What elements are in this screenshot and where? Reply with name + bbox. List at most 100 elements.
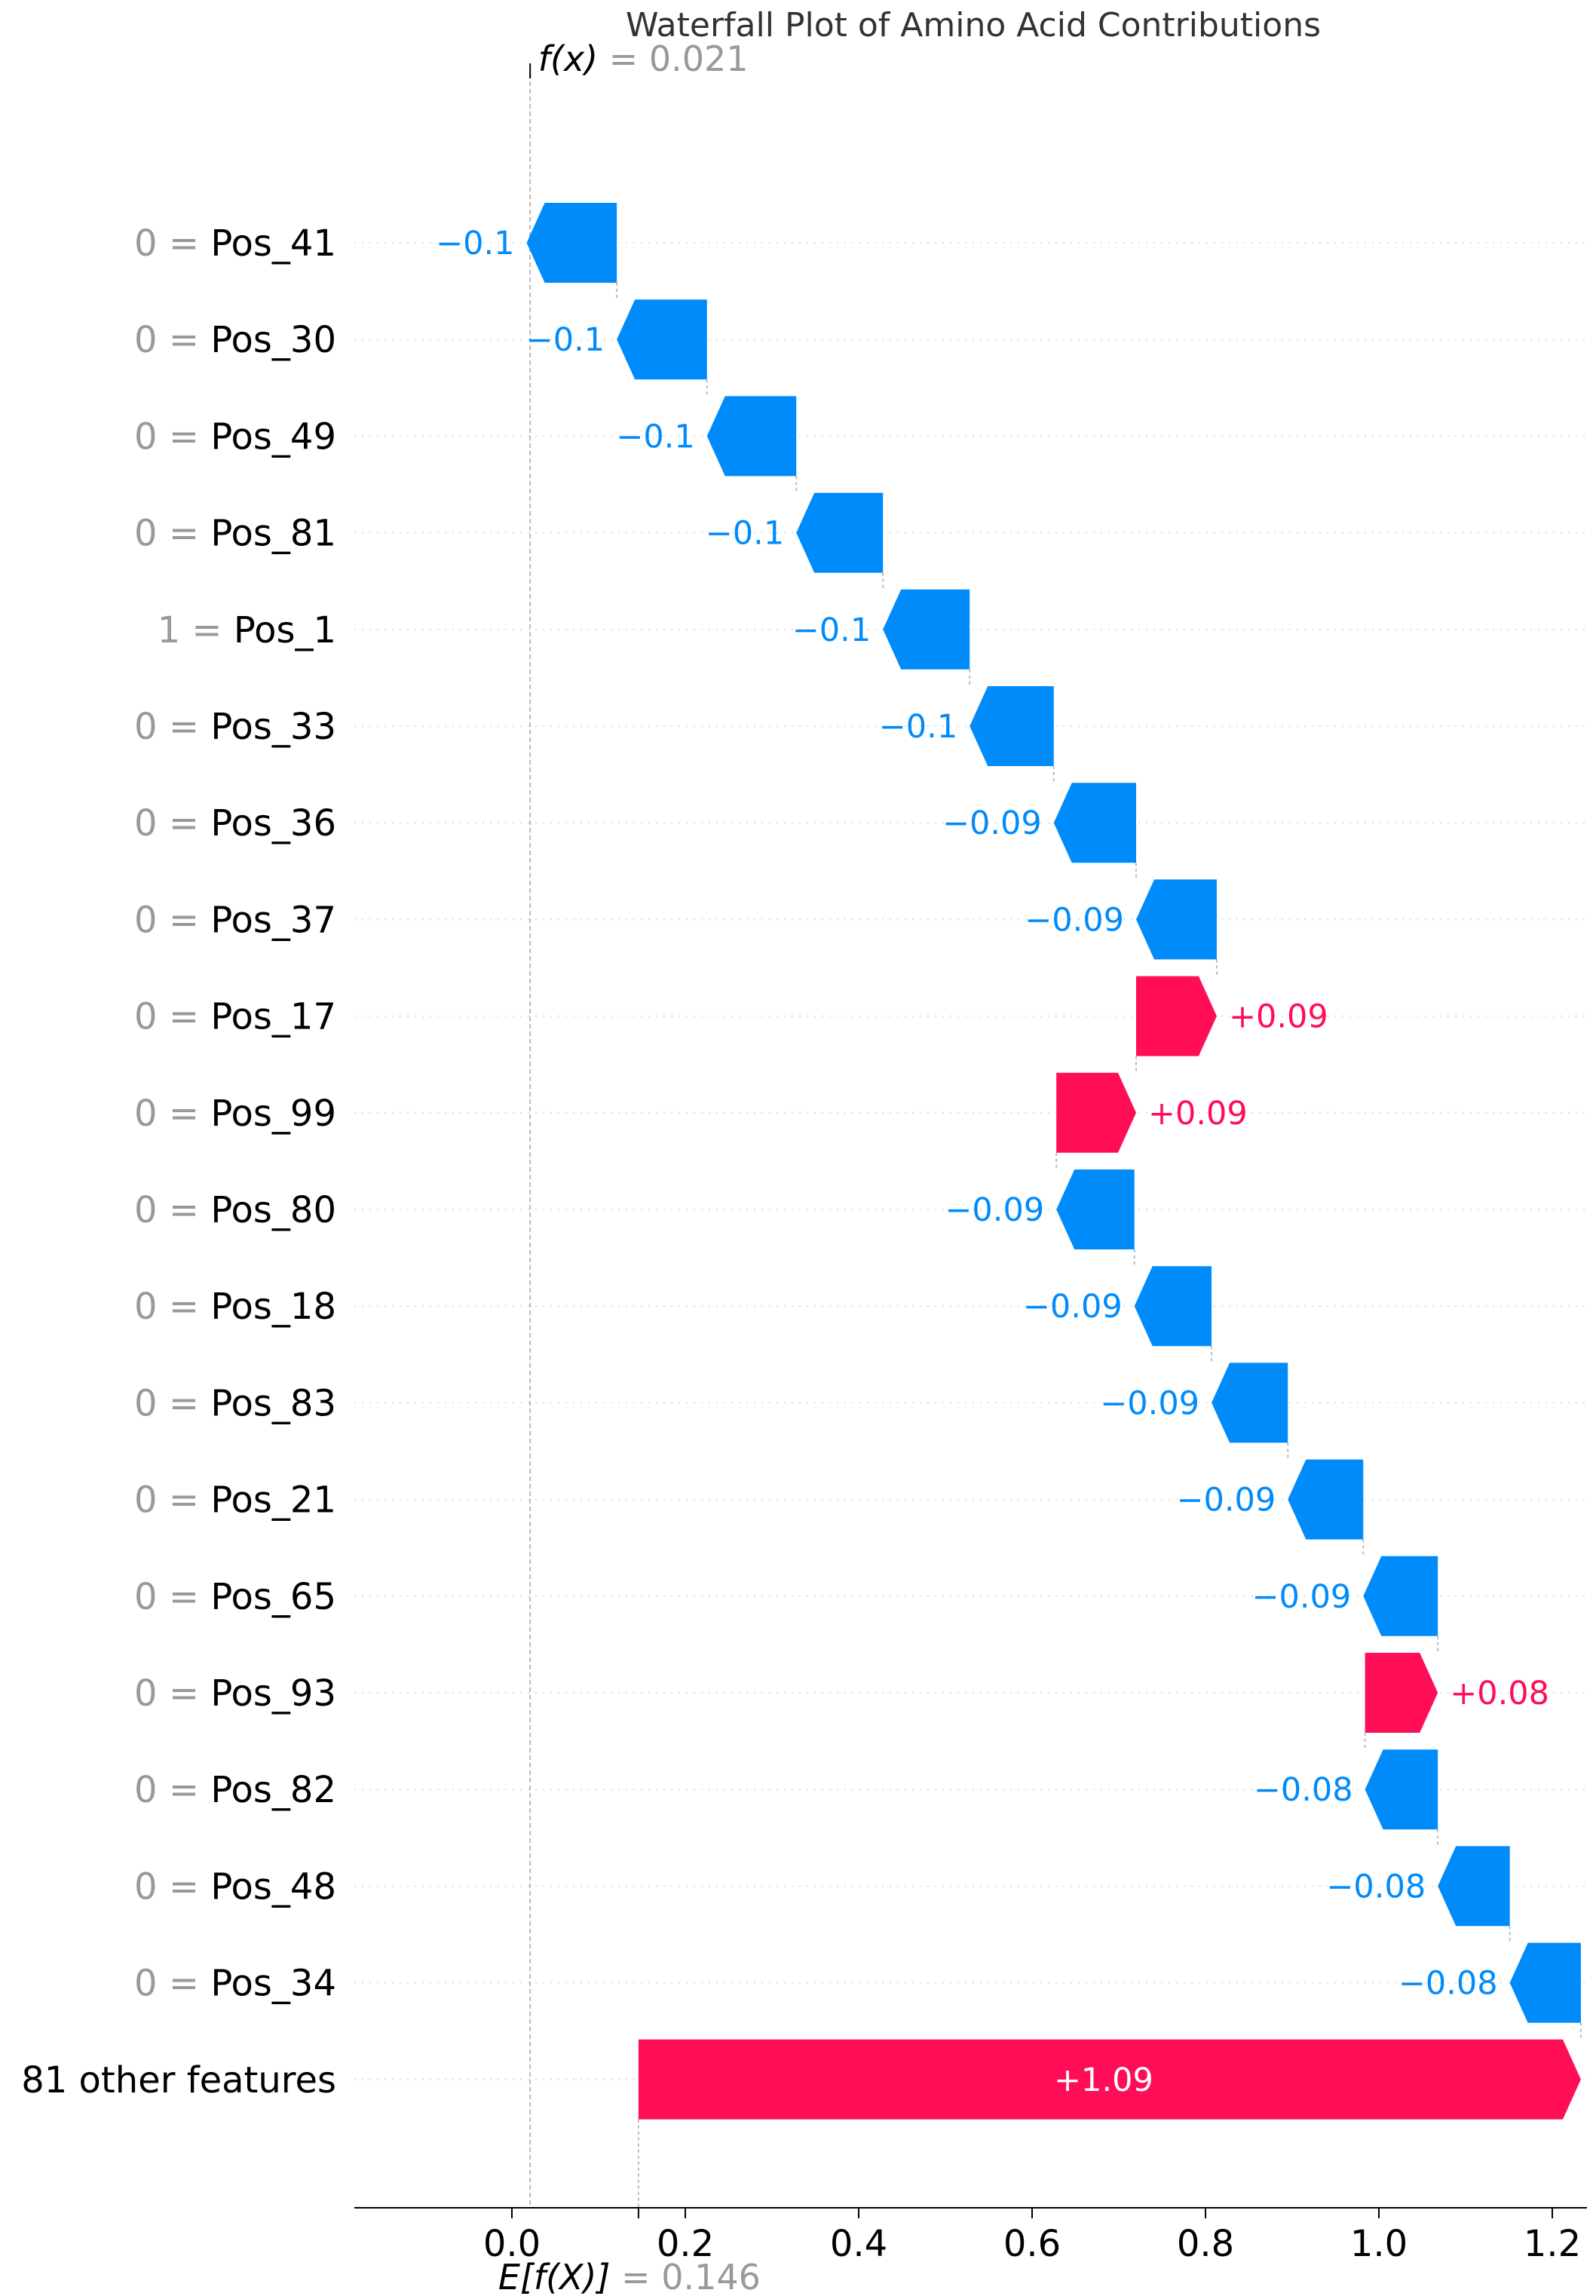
fx-value: = 0.021 bbox=[598, 38, 748, 79]
fx-annotation: f(x) = 0.021 bbox=[538, 38, 749, 79]
feature-value: 0 = bbox=[134, 802, 210, 845]
bar-pos_65 bbox=[1363, 1556, 1438, 1636]
annotations: f(x) = 0.021 E[f(X)] = 0.146 bbox=[498, 38, 761, 2296]
base-annotation: E[f(X)] = 0.146 bbox=[498, 2257, 761, 2296]
bar-pos_21 bbox=[1288, 1459, 1364, 1540]
feature-name: Pos_33 bbox=[210, 706, 336, 748]
feature-value: 0 = bbox=[134, 319, 210, 361]
feature-name: Pos_93 bbox=[210, 1672, 336, 1715]
feature-label: 0 = Pos_33 bbox=[134, 706, 336, 748]
bar-pos_99 bbox=[1056, 1072, 1136, 1153]
feature-name: Pos_21 bbox=[210, 1479, 336, 1522]
feature-label: 0 = Pos_37 bbox=[134, 899, 336, 941]
feature-labels: 0 = Pos_410 = Pos_300 = Pos_490 = Pos_81… bbox=[21, 222, 336, 2101]
feature-label: 81 other features bbox=[21, 2059, 336, 2101]
bar-pos_81 bbox=[796, 492, 884, 573]
feature-label: 0 = Pos_48 bbox=[134, 1865, 336, 1908]
feature-value: 0 = bbox=[134, 513, 210, 555]
feature-value: 0 = bbox=[134, 1865, 210, 1908]
feature-name: Pos_49 bbox=[210, 415, 336, 458]
feature-label: 0 = Pos_93 bbox=[134, 1672, 336, 1715]
x-axis: 0.0 0.2 0.4 0.6 0.8 1.0 1.2 bbox=[354, 2207, 1587, 2265]
bar-pos_48 bbox=[1438, 1846, 1510, 1927]
bar-value-label: −0.08 bbox=[1398, 1965, 1498, 2003]
feature-label: 1 = Pos_1 bbox=[158, 609, 336, 651]
feature-name: Pos_83 bbox=[210, 1382, 336, 1424]
feature-name: Pos_36 bbox=[210, 802, 336, 845]
feature-label: 0 = Pos_21 bbox=[134, 1479, 336, 1522]
bar-value-label: −0.09 bbox=[1023, 1288, 1123, 1326]
feature-label: 0 = Pos_65 bbox=[134, 1576, 336, 1618]
feature-value: 0 = bbox=[134, 1382, 210, 1424]
feature-value: 0 = bbox=[134, 1769, 210, 1811]
feature-value: 0 = bbox=[134, 1189, 210, 1231]
feature-name: 81 other features bbox=[21, 2059, 336, 2101]
feature-label: 0 = Pos_18 bbox=[134, 1286, 336, 1328]
feature-value: 0 = bbox=[134, 1963, 210, 2005]
feature-value: 0 = bbox=[134, 1286, 210, 1328]
bar-pos_80 bbox=[1056, 1169, 1135, 1249]
feature-label: 0 = Pos_83 bbox=[134, 1382, 336, 1424]
feature-label: 0 = Pos_17 bbox=[134, 996, 336, 1038]
feature-value: 1 = bbox=[158, 609, 234, 651]
feature-value: 0 = bbox=[134, 1576, 210, 1618]
bar-value-label: −0.09 bbox=[942, 805, 1042, 842]
bar-value-label: +0.09 bbox=[1229, 998, 1328, 1036]
bar-value-label: −0.08 bbox=[1254, 1771, 1353, 1809]
feature-name: Pos_1 bbox=[234, 609, 336, 651]
feature-label: 0 = Pos_81 bbox=[134, 513, 336, 555]
bar-pos_37 bbox=[1136, 879, 1217, 960]
feature-label: 0 = Pos_80 bbox=[134, 1189, 336, 1231]
bar-value-label: −0.1 bbox=[436, 225, 514, 262]
bar-value-label: +1.09 bbox=[1054, 2061, 1153, 2099]
feature-value: 0 = bbox=[134, 706, 210, 748]
feature-name: Pos_18 bbox=[210, 1286, 336, 1328]
bar-pos_17 bbox=[1136, 976, 1217, 1056]
feature-name: Pos_81 bbox=[210, 513, 336, 555]
feature-value: 0 = bbox=[134, 1479, 210, 1522]
feature-name: Pos_80 bbox=[210, 1189, 336, 1231]
feature-label: 0 = Pos_99 bbox=[134, 1093, 336, 1135]
feature-value: 0 = bbox=[134, 1093, 210, 1135]
feature-name: Pos_17 bbox=[210, 996, 336, 1038]
feature-value: 0 = bbox=[134, 415, 210, 458]
bar-value-label: +0.09 bbox=[1148, 1095, 1248, 1133]
feature-name: Pos_82 bbox=[210, 1769, 336, 1811]
chart-title: Waterfall Plot of Amino Acid Contributio… bbox=[626, 6, 1321, 44]
feature-name: Pos_99 bbox=[210, 1093, 336, 1135]
feature-value: 0 = bbox=[134, 996, 210, 1038]
reference-lines bbox=[529, 63, 1582, 2208]
feature-label: 0 = Pos_34 bbox=[134, 1963, 336, 2005]
x-tick-label: 0.8 bbox=[1177, 2223, 1234, 2265]
feature-value: 0 = bbox=[134, 1672, 210, 1715]
bar-pos_41 bbox=[526, 203, 617, 283]
x-tick-label: 0.0 bbox=[483, 2223, 541, 2265]
feature-value: 0 = bbox=[134, 222, 210, 265]
bar-value-label: −0.09 bbox=[945, 1191, 1044, 1229]
feature-name: Pos_37 bbox=[210, 899, 336, 941]
bar-81-other-features bbox=[638, 2039, 1581, 2120]
feature-value: 0 = bbox=[134, 899, 210, 941]
bar-pos_18 bbox=[1134, 1266, 1212, 1347]
bar-pos_83 bbox=[1212, 1363, 1288, 1443]
bar-pos_30 bbox=[617, 299, 707, 380]
base-label: E[f(X)] bbox=[498, 2257, 611, 2296]
base-value: = 0.146 bbox=[610, 2257, 760, 2296]
bar-value-label: −0.09 bbox=[1100, 1384, 1199, 1422]
feature-name: Pos_34 bbox=[210, 1963, 336, 2005]
feature-label: 0 = Pos_36 bbox=[134, 802, 336, 845]
bar-value-label: −0.1 bbox=[792, 612, 871, 649]
feature-name: Pos_30 bbox=[210, 319, 336, 361]
bar-value-label: −0.09 bbox=[1176, 1482, 1276, 1519]
bar-pos_82 bbox=[1365, 1749, 1438, 1830]
bar-pos_33 bbox=[970, 686, 1054, 766]
x-tick-label: 0.4 bbox=[830, 2223, 887, 2265]
fx-label: f(x) bbox=[538, 38, 598, 79]
feature-label: 0 = Pos_49 bbox=[134, 415, 336, 458]
bar-value-label: −0.09 bbox=[1252, 1578, 1352, 1616]
bar-value-label: +0.08 bbox=[1450, 1675, 1549, 1712]
feature-label: 0 = Pos_82 bbox=[134, 1769, 336, 1811]
bar-value-label: −0.1 bbox=[526, 321, 605, 359]
bar-pos_1 bbox=[883, 589, 970, 670]
